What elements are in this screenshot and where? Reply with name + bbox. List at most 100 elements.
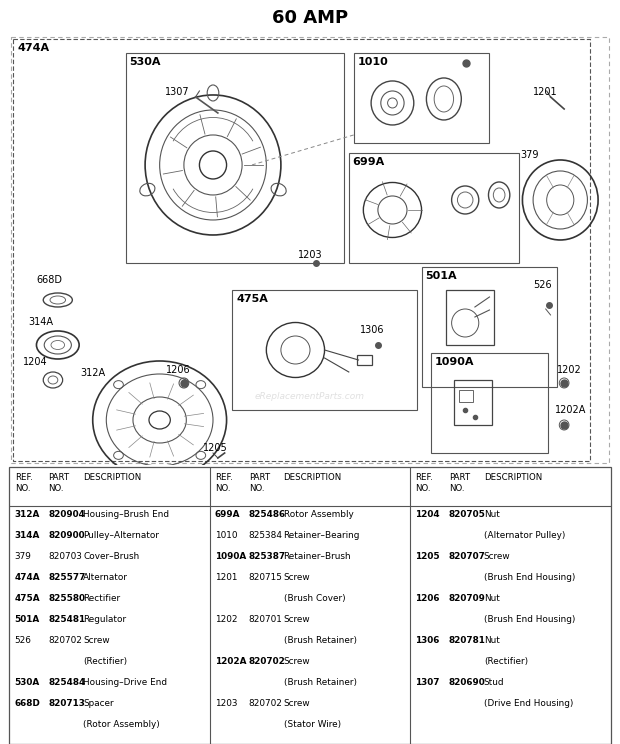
Text: 825484: 825484 [48,679,86,687]
Text: DESCRIPTION: DESCRIPTION [83,472,141,482]
Bar [356,355,372,365]
Text: 501A: 501A [15,615,40,624]
Text: 1201: 1201 [533,87,558,97]
Text: 1203: 1203 [298,250,323,260]
Text: REF.
NO.: REF. NO. [415,472,433,493]
Text: Stud: Stud [484,679,504,687]
Text: Screw: Screw [83,636,110,645]
Bar [432,353,547,453]
Text: 314A: 314A [15,531,40,540]
Text: 1306: 1306 [360,325,385,335]
Text: Nut: Nut [484,636,500,645]
Text: 314A: 314A [29,317,54,327]
Bar [126,53,344,263]
Text: Cover–Brush: Cover–Brush [83,552,140,561]
Text: 1307: 1307 [415,679,440,687]
Text: PART
NO.: PART NO. [48,472,69,493]
Text: Housing–Drive End: Housing–Drive End [83,679,167,687]
Text: eReplacementParts.com: eReplacementParts.com [255,393,365,402]
Text: Pulley–Alternator: Pulley–Alternator [83,531,159,540]
Text: 820715: 820715 [249,573,283,583]
Text: 379: 379 [15,552,32,561]
Text: 668D: 668D [37,275,63,285]
Text: 825580: 825580 [48,594,86,603]
Text: 820690: 820690 [449,679,485,687]
Text: (Stator Wire): (Stator Wire) [283,720,340,729]
Text: (Alternator Pulley): (Alternator Pulley) [484,531,565,540]
Text: 820900: 820900 [48,531,85,540]
Text: (Brush Retainer): (Brush Retainer) [283,679,356,687]
Text: 475A: 475A [236,294,268,304]
Bar [454,380,492,425]
Text: Retainer–Brush: Retainer–Brush [283,552,351,561]
Text: 825384: 825384 [249,531,283,540]
Text: 820709: 820709 [449,594,486,603]
Text: 820781: 820781 [449,636,486,645]
Bar [446,290,494,345]
Text: 1201: 1201 [215,573,237,583]
Text: 820703: 820703 [48,552,82,561]
Text: (Brush Cover): (Brush Cover) [283,594,345,603]
Text: (Brush Retainer): (Brush Retainer) [283,636,356,645]
Text: 825486: 825486 [249,510,286,519]
Text: 1204: 1204 [415,510,440,519]
Text: 699A: 699A [353,157,385,167]
Text: 820702: 820702 [249,699,283,708]
Text: 820701: 820701 [249,615,283,624]
Text: Screw: Screw [283,573,310,583]
Text: Housing–Brush End: Housing–Brush End [83,510,169,519]
Text: Regulator: Regulator [83,615,126,624]
Text: 1010: 1010 [358,57,388,67]
Text: Spacer: Spacer [83,699,114,708]
Text: 699A: 699A [215,510,241,519]
Text: 474A: 474A [15,573,40,583]
Text: Screw: Screw [484,552,510,561]
Text: 668D: 668D [15,699,40,708]
Bar [422,267,557,387]
Text: 820705: 820705 [449,510,486,519]
Text: 825577: 825577 [48,573,86,583]
Text: 1306: 1306 [415,636,440,645]
Text: Nut: Nut [484,510,500,519]
Text: 1202: 1202 [557,365,582,375]
Text: Rotor Assembly: Rotor Assembly [283,510,353,519]
Text: 820904: 820904 [48,510,86,519]
Text: 312A: 312A [15,510,40,519]
Text: 1206: 1206 [166,365,191,375]
Text: 526: 526 [533,280,552,290]
Text: 1204: 1204 [23,357,48,367]
Text: 60 AMP: 60 AMP [272,10,348,28]
Text: REF.
NO.: REF. NO. [15,472,32,493]
Text: 825481: 825481 [48,615,86,624]
Text: Screw: Screw [283,615,310,624]
Text: 820713: 820713 [48,699,86,708]
Text: REF.
NO.: REF. NO. [215,472,232,493]
Bar [353,53,489,143]
Text: 530A: 530A [130,57,161,67]
Text: DESCRIPTION: DESCRIPTION [484,472,542,482]
Text: 1205: 1205 [203,443,228,453]
Text: 1307: 1307 [164,87,189,97]
Text: (Drive End Housing): (Drive End Housing) [484,699,573,708]
Text: (Brush End Housing): (Brush End Housing) [484,573,575,583]
Text: 1206: 1206 [415,594,440,603]
Text: 1205: 1205 [415,552,440,561]
Text: (Rectifier): (Rectifier) [484,658,528,667]
Text: 312A: 312A [80,368,105,378]
Bar [349,153,518,263]
Text: Nut: Nut [484,594,500,603]
Text: 474A: 474A [17,43,49,53]
Text: 820702: 820702 [249,658,286,667]
Text: 825387: 825387 [249,552,286,561]
Text: 820702: 820702 [48,636,82,645]
Text: 820707: 820707 [449,552,486,561]
Text: Screw: Screw [283,699,310,708]
Text: 1010: 1010 [215,531,237,540]
Text: (Rectifier): (Rectifier) [83,658,127,667]
Text: Screw: Screw [283,658,310,667]
Text: 1090A: 1090A [435,357,475,367]
Text: Alternator: Alternator [83,573,128,583]
Text: (Rotor Assembly): (Rotor Assembly) [83,720,160,729]
Text: 1202: 1202 [215,615,237,624]
Text: 526: 526 [15,636,32,645]
